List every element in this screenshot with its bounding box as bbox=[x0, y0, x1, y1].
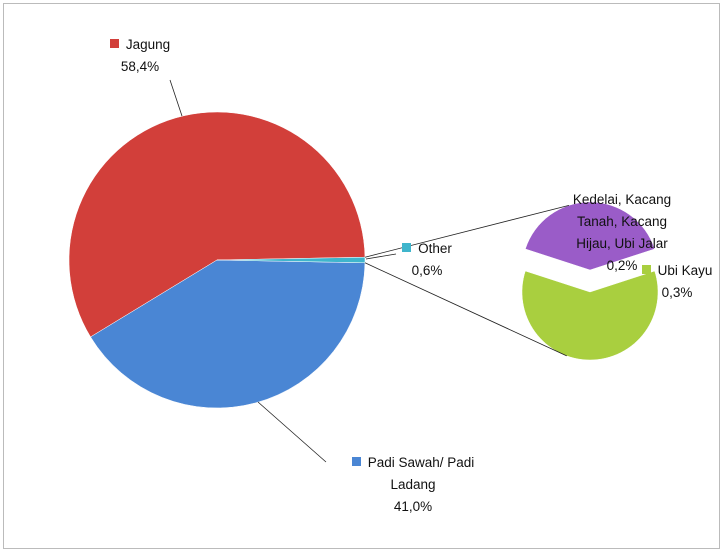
label-value: 41,0% bbox=[393, 499, 433, 514]
data-label: Other 0,6% bbox=[394, 238, 460, 282]
leader-line bbox=[257, 401, 327, 463]
leader-line bbox=[365, 253, 397, 260]
label-name: Ubi Kayu bbox=[657, 263, 713, 278]
pie-slice bbox=[90, 259, 366, 409]
data-label: Kedelai, Kacang Tanah, Kacang Hijau, Ubi… bbox=[566, 189, 678, 277]
data-label: Jagung 58,4% bbox=[95, 34, 185, 78]
label-name: Other bbox=[418, 241, 452, 256]
legend-marker bbox=[109, 39, 119, 48]
leader-line bbox=[169, 79, 183, 117]
data-label: Ubi Kayu 0,3% bbox=[632, 260, 722, 304]
pie-slice bbox=[216, 256, 366, 264]
pie-slice bbox=[525, 201, 655, 271]
data-label: Padi Sawah/ Padi Ladang 41,0% bbox=[328, 452, 498, 518]
legend-marker bbox=[402, 243, 412, 252]
legend-marker bbox=[641, 265, 651, 274]
label-name: Kedelai, Kacang Tanah, Kacang Hijau, Ubi… bbox=[572, 192, 672, 251]
label-value: 58,4% bbox=[120, 59, 160, 74]
label-name: Jagung bbox=[125, 37, 171, 52]
label-value: 0,6% bbox=[411, 263, 443, 278]
legend-marker bbox=[351, 457, 361, 466]
pie-slice bbox=[521, 270, 659, 361]
label-value: 0,2% bbox=[606, 258, 638, 273]
connector-line bbox=[364, 204, 570, 258]
pie-slice bbox=[68, 111, 366, 338]
label-value: 0,3% bbox=[661, 285, 693, 300]
label-name: Padi Sawah/ Padi Ladang bbox=[367, 455, 475, 492]
connector-line bbox=[364, 262, 567, 357]
